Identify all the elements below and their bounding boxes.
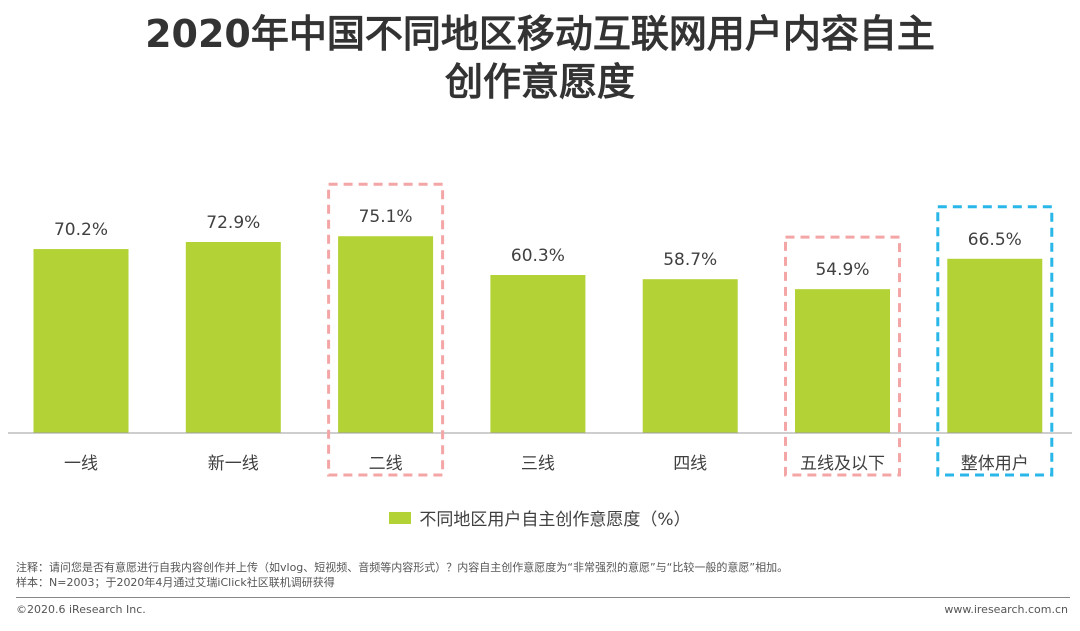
category-label: 整体用户 (961, 454, 1029, 474)
data-label: 75.1% (359, 207, 413, 227)
data-label: 66.5% (968, 230, 1022, 250)
bar-chart: 70.2% 一线 72.9% 新一线 75.1% 二线 60.3% 三线 58.7% 四线 54.9… (8, 182, 1072, 477)
category-label: 五线及以下 (800, 454, 885, 474)
bar (338, 236, 434, 433)
bar (642, 279, 738, 433)
chart-title-line-2: 创作意愿度 (444, 60, 635, 104)
data-label: 60.3% (511, 246, 565, 266)
data-label: 72.9% (206, 213, 260, 233)
bar (490, 275, 586, 433)
legend: 不同地区用户自主创作意愿度（%） (0, 505, 1080, 530)
category-label: 二线 (369, 454, 403, 474)
legend-label: 不同地区用户自主创作意愿度（%） (419, 510, 691, 530)
data-label: 70.2% (54, 220, 108, 240)
data-label: 58.7% (663, 250, 717, 270)
bar (33, 249, 129, 433)
highlight-box (784, 235, 901, 477)
bar (795, 289, 890, 433)
category-label: 三线 (521, 454, 555, 474)
chart-title: 2020年中国不同地区移动互联网用户内容自主 创作意愿度 (0, 10, 1080, 106)
legend-swatch (389, 511, 412, 524)
bar (947, 258, 1043, 433)
footer-divider (16, 597, 1070, 598)
highlight-box (327, 182, 445, 477)
sample-line: 样本：N=2003；于2020年4月通过艾瑞iClick社区联机调研获得 (16, 576, 335, 589)
copyright: ©2020.6 iResearch Inc. (16, 603, 146, 616)
notes: 注释：请问您是否有意愿进行自我内容创作并上传（如vlog、短视频、音频等内容形式… (16, 560, 788, 590)
website-link[interactable]: www.iresearch.com.cn (944, 603, 1068, 616)
data-label: 54.9% (815, 260, 869, 280)
category-label: 新一线 (208, 454, 259, 474)
chart-title-line-1: 2020年中国不同地区移动互联网用户内容自主 (145, 12, 935, 56)
category-label: 四线 (673, 454, 707, 474)
highlight-box (936, 205, 1054, 477)
category-label: 一线 (64, 454, 98, 474)
bar (185, 242, 281, 433)
note-line: 注释：请问您是否有意愿进行自我内容创作并上传（如vlog、短视频、音频等内容形式… (16, 561, 789, 574)
